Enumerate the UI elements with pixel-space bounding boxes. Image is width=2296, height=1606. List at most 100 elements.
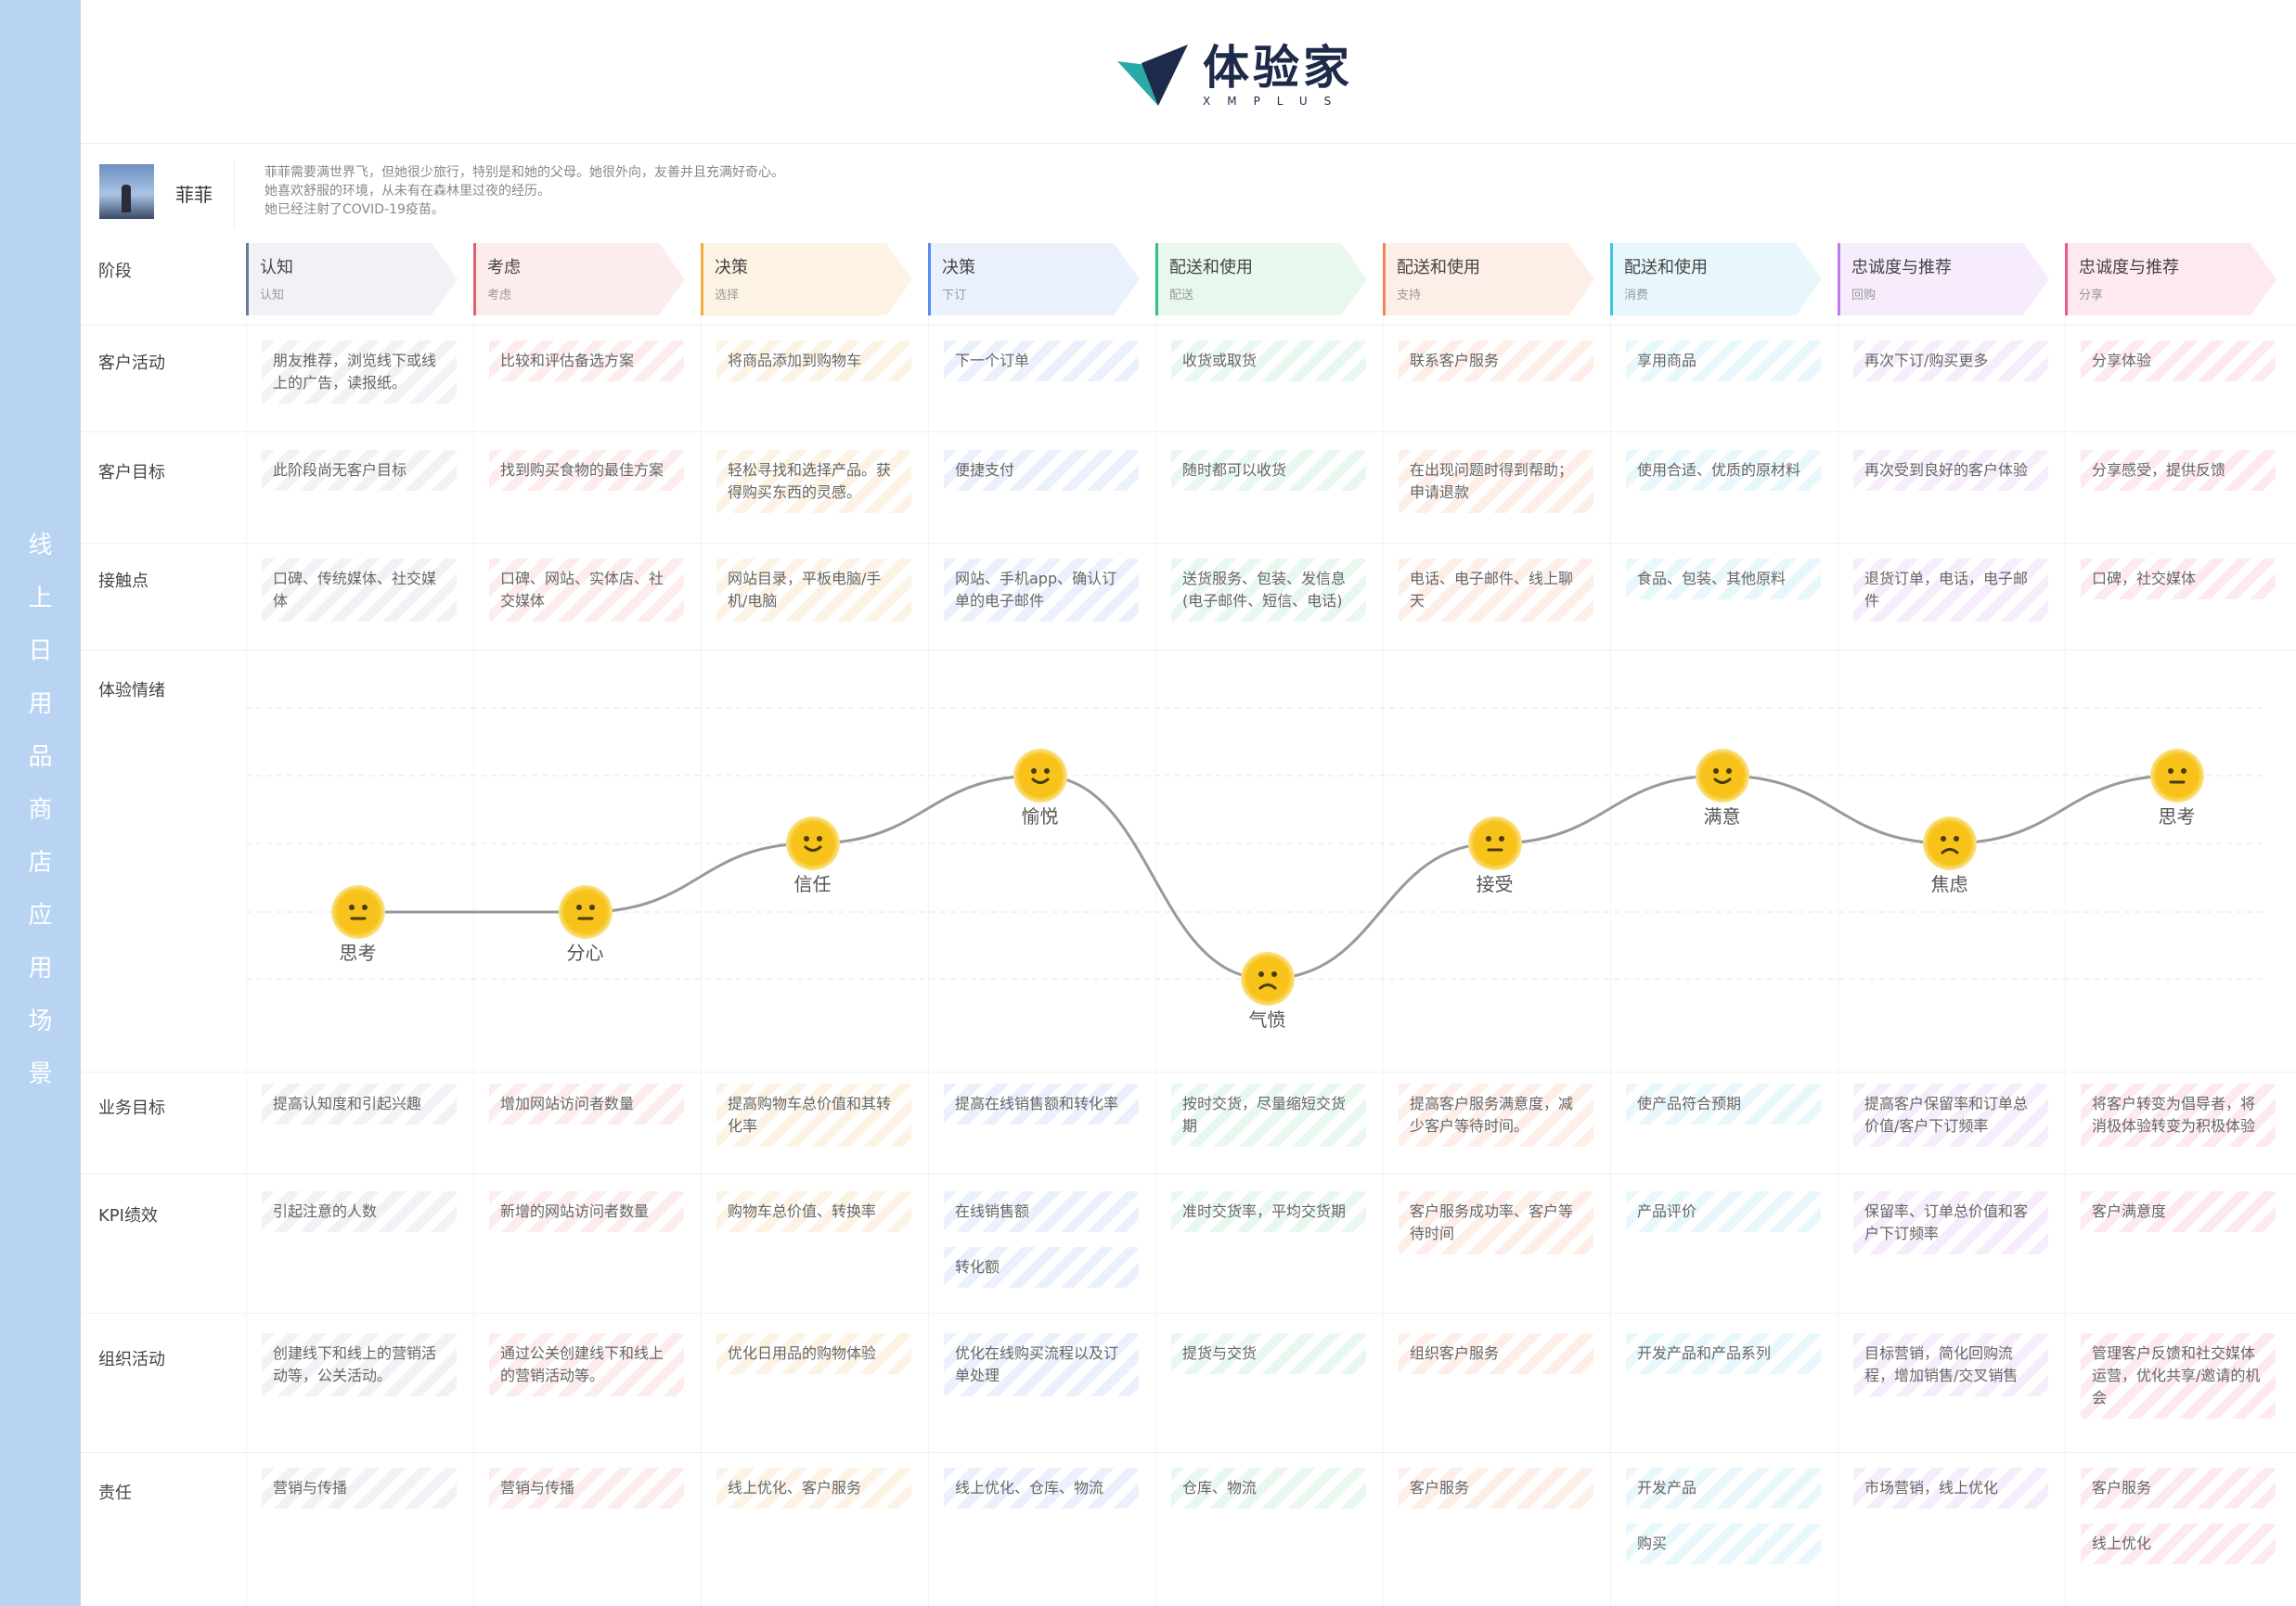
stage-name: 决策: [942, 258, 975, 277]
stage-name: 认知: [260, 258, 293, 277]
column-divider: [246, 315, 247, 1606]
sidebar-title-char: 上: [28, 585, 53, 612]
touchpoint-card: 网站目录，平板电脑/手机/电脑: [716, 559, 911, 622]
org-activity-card: 组织客户服务: [1399, 1333, 1593, 1374]
org-activity-card: 管理客户反馈和社交媒体运营，优化共享/邀请的机会: [2081, 1333, 2276, 1419]
business-goal-card: 使产品符合预期: [1626, 1084, 1821, 1124]
column-divider: [1383, 315, 1384, 1606]
stage-chevron: [246, 243, 458, 315]
responsibility-card: 仓库、物流: [1171, 1468, 1366, 1509]
kpi-card: 购物车总价值、转换率: [716, 1191, 911, 1232]
stage-chevron: [1383, 243, 1594, 315]
org-activity-card: 优化在线购买流程以及订单处理: [944, 1333, 1139, 1396]
business-goal-card: 提高认知度和引起兴趣: [262, 1084, 457, 1124]
responsibility-card: 线上优化: [2081, 1523, 2276, 1564]
org-activity-card: 优化日用品的购物体验: [716, 1333, 911, 1374]
emotion-label: 思考: [2158, 805, 2196, 828]
responsibility-card: 线上优化、客户服务: [716, 1468, 911, 1509]
persona-panel: 菲菲 菲菲需要满世界飞，但她很少旅行，特别是和她的父母。她很外向，友善并且充满好…: [81, 148, 2296, 241]
emotion-label: 分心: [566, 942, 604, 964]
responsibility-card: 线上优化、仓库、物流: [944, 1468, 1139, 1509]
stage-name: 配送和使用: [1624, 258, 1708, 277]
activity-card: 分享体验: [2081, 340, 2276, 381]
stage-name: 忠诚度与推荐: [1851, 258, 1952, 277]
logo-name: 体验家: [1203, 41, 1353, 95]
responsibility-card: 市场营销，线上优化: [1853, 1468, 2048, 1509]
sidebar-title-char: 商: [28, 796, 53, 824]
stage-chevron: [701, 243, 912, 315]
column-divider: [1155, 315, 1156, 1606]
goal-card: 此阶段尚无客户目标: [262, 450, 457, 491]
persona-name: 菲菲: [175, 184, 213, 206]
responsibility-card: 购买: [1626, 1523, 1821, 1564]
emotion-label: 满意: [1703, 805, 1741, 828]
stage-9: 忠诚度与推荐 分享: [2065, 243, 2277, 315]
org-activity-card: 开发产品和产品系列: [1626, 1333, 1821, 1374]
logo-subname: XMPLUS: [1203, 95, 1348, 108]
kpi-card: 客户满意度: [2081, 1191, 2276, 1232]
responsibility-card: 客户服务: [1399, 1468, 1593, 1509]
sidebar-title-char: 店: [28, 849, 53, 877]
avatar: [99, 164, 154, 219]
row-label-org: 组织活动: [98, 1350, 165, 1369]
face-features: [1485, 836, 1504, 852]
row-label-goal: 客户目标: [98, 463, 165, 482]
happy-face-icon: [1695, 749, 1749, 803]
stage-name: 考虑: [487, 258, 521, 277]
sad-face-icon: [1240, 952, 1295, 1006]
stage-4: 决策 下订: [928, 243, 1140, 315]
column-divider: [928, 315, 929, 1606]
face-features: [348, 905, 368, 920]
neutral-face-icon: [2149, 749, 2204, 803]
stage-name: 配送和使用: [1397, 258, 1480, 277]
happy-face-icon: [785, 816, 840, 870]
logo-mark-icon: [1117, 45, 1188, 106]
row-label-emotion: 体验情绪: [98, 681, 165, 700]
responsibility-card: 客户服务: [2081, 1468, 2276, 1509]
stage-chevron: [928, 243, 1140, 315]
stage-name: 忠诚度与推荐: [2079, 258, 2179, 277]
stage-subname: 配送: [1169, 289, 1194, 302]
emotion-label: 愉悦: [1021, 805, 1059, 828]
stage-chevron: [2065, 243, 2277, 315]
header: 体验家 XMPLUS: [81, 0, 2296, 144]
face-features: [1712, 768, 1732, 784]
face-features: [1258, 971, 1277, 990]
column-divider: [1610, 315, 1611, 1606]
row-divider: [81, 649, 2296, 650]
sidebar-title-char: 应: [28, 902, 53, 930]
activity-card: 朋友推荐，浏览线下或线上的广告，读报纸。: [262, 340, 457, 404]
activity-card: 比较和评估备选方案: [489, 340, 684, 381]
kpi-card: 产品评价: [1626, 1191, 1821, 1232]
business-goal-card: 增加网站访问者数量: [489, 1084, 684, 1124]
face-features: [575, 905, 595, 920]
row-divider: [81, 431, 2296, 432]
stage-subname: 回购: [1851, 289, 1877, 302]
goal-card: 使用合适、优质的原材料: [1626, 450, 1821, 491]
touchpoint-card: 食品、包装、其他原料: [1626, 559, 1821, 599]
stage-5: 配送和使用 配送: [1155, 243, 1367, 315]
responsibility-card: 开发产品: [1626, 1468, 1821, 1509]
sidebar-title-char: 用: [28, 955, 53, 983]
stage-chevron: [1155, 243, 1367, 315]
kpi-card: 新增的网站访问者数量: [489, 1191, 684, 1232]
stage-subname: 支持: [1397, 289, 1422, 302]
activity-card: 联系客户服务: [1399, 340, 1593, 381]
row-divider: [81, 1452, 2296, 1453]
kpi-card: 转化额: [944, 1247, 1139, 1288]
neutral-face-icon: [330, 885, 385, 939]
stage-3: 决策 选择: [701, 243, 912, 315]
sidebar-title-char: 用: [28, 690, 53, 718]
column-divider: [701, 315, 702, 1606]
face-features: [803, 836, 822, 852]
stage-subname: 考虑: [487, 289, 512, 302]
emotion-label: 思考: [339, 942, 377, 964]
face-features: [1940, 836, 1959, 854]
stage-chevron: [1838, 243, 2049, 315]
row-divider: [81, 1072, 2296, 1073]
row-label-kpi: KPI绩效: [98, 1206, 158, 1226]
sidebar-title-char: 景: [28, 1060, 53, 1088]
goal-card: 再次受到良好的客户体验: [1853, 450, 2048, 491]
goal-card: 找到购买食物的最佳方案: [489, 450, 684, 491]
org-activity-card: 提货与交货: [1171, 1333, 1366, 1374]
